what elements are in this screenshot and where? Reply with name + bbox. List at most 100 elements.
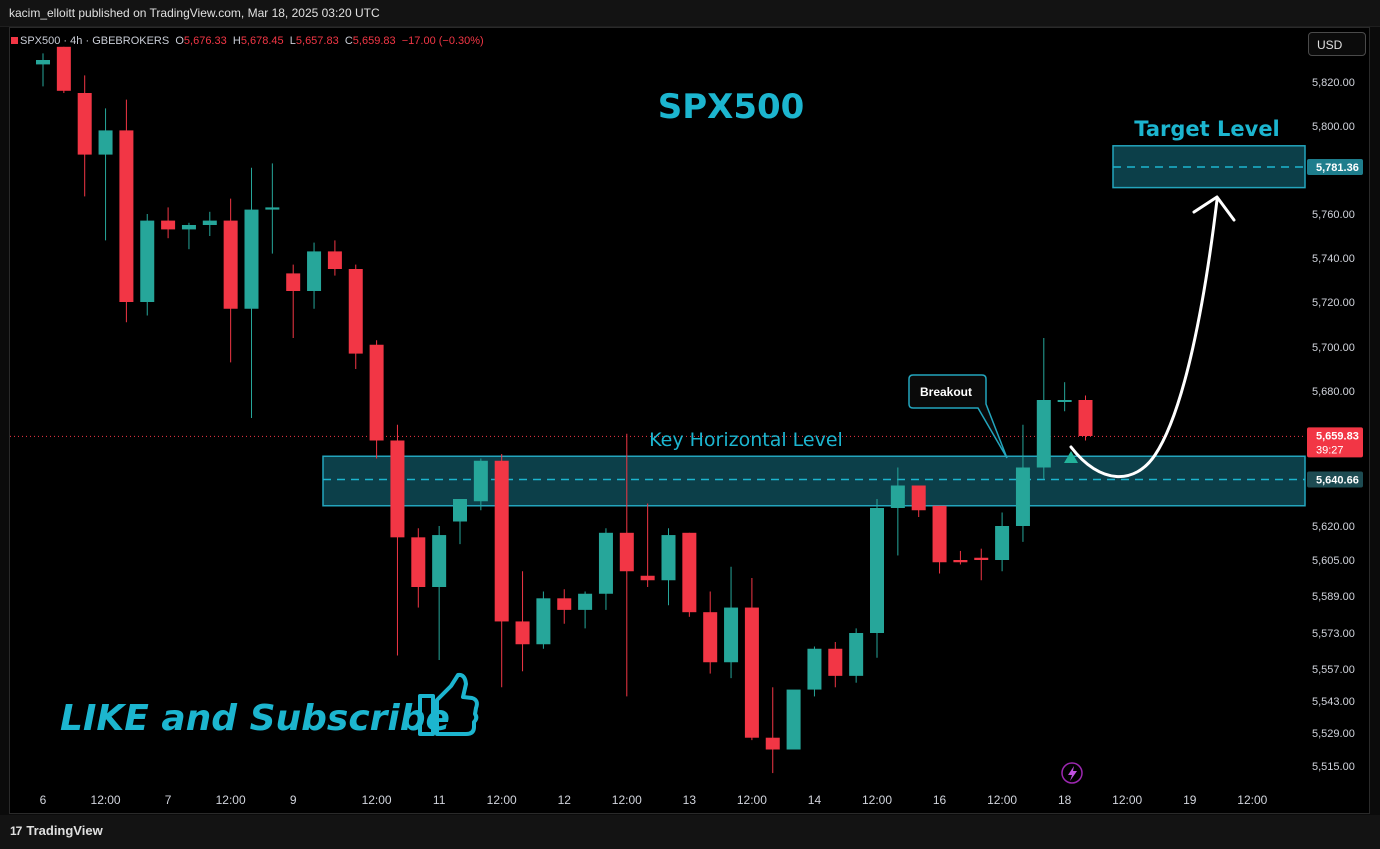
candle[interactable] [995,512,1010,572]
candle[interactable] [202,211,217,236]
brand-label: TradingView [26,823,103,838]
candle[interactable] [56,46,71,93]
candle[interactable] [786,689,801,750]
candle[interactable] [598,528,613,610]
candle[interactable] [140,214,155,316]
countdown-value: 39:27 [1316,444,1344,456]
candle[interactable] [765,687,780,774]
x-tick-label: 12:00 [487,793,517,807]
candle[interactable] [640,503,655,588]
candle-body [202,220,217,225]
y-tick-label: 5,700.00 [1312,342,1355,354]
candle[interactable] [432,526,447,660]
tradingview-brand[interactable]: 17 TradingView [10,823,103,838]
candle[interactable] [703,591,718,674]
candle[interactable] [1036,338,1051,479]
y-tick-label: 5,529.00 [1312,728,1355,740]
thumbs-up-icon[interactable] [418,672,479,736]
candle-body [411,537,426,587]
x-tick-label: 19 [1183,793,1197,807]
candle[interactable] [807,646,822,697]
candle-body [119,130,134,302]
candle[interactable] [724,566,739,679]
candle[interactable] [890,467,905,556]
candle[interactable] [1057,382,1072,412]
candle-body [161,220,176,230]
candle[interactable] [661,528,676,606]
candle-body [473,460,488,502]
lightning-icon[interactable] [1061,762,1083,784]
candle-body [1057,400,1072,402]
candle[interactable] [473,458,488,511]
legend-o-label: O [175,35,184,47]
candle[interactable] [307,242,322,309]
candle[interactable] [828,642,843,688]
candle[interactable] [1015,424,1030,542]
candle[interactable] [411,528,426,608]
candle-body [244,209,259,309]
candle[interactable] [849,628,864,683]
candle[interactable] [77,75,92,197]
candle-body [390,440,405,538]
candle[interactable] [119,99,134,323]
x-tick-label: 12:00 [91,793,121,807]
candle[interactable] [953,550,968,565]
x-tick-label: 12:00 [216,793,246,807]
tradingview-logo-icon: 17 [10,823,22,838]
candle[interactable] [265,163,280,254]
candle[interactable] [161,207,176,239]
x-tick-label: 6 [40,793,47,807]
candle[interactable] [36,53,50,87]
x-tick-label: 13 [683,793,697,807]
candle[interactable] [327,240,342,276]
candle[interactable] [974,548,989,581]
y-tick-label: 5,557.00 [1312,664,1355,676]
key-level-zone[interactable] [322,455,1306,507]
x-tick-label: 16 [933,793,947,807]
x-tick-label: 18 [1058,793,1072,807]
candle[interactable] [932,505,947,574]
publish-header: kacim_elloitt published on TradingView.c… [0,0,1380,27]
legend-l-label: L [289,35,296,47]
candle[interactable] [744,578,759,741]
candle[interactable] [244,167,259,418]
candle[interactable] [286,264,301,338]
annotations-layer: SPX500 Target Level Key Horizontal Level Br… [60,87,1280,784]
candle[interactable] [1078,395,1093,441]
candle[interactable] [870,499,884,658]
candle-body [181,225,196,230]
candle[interactable] [494,454,509,688]
candle-body [661,535,676,581]
candle[interactable] [682,532,697,617]
svg-text:5,640.66: 5,640.66 [1316,475,1359,487]
candle[interactable] [557,589,572,624]
candle[interactable] [453,499,467,545]
legend-symbol: SPX500 [20,35,61,47]
candle[interactable] [619,433,634,697]
candle[interactable] [390,424,405,656]
y-tick-label: 5,573.00 [1312,628,1355,640]
y-tick-label: 5,620.00 [1312,521,1355,533]
candle-body [453,499,467,522]
candle-body [870,508,884,633]
breakout-callout[interactable]: Breakout [908,374,1008,459]
candle-body [640,575,655,581]
candle[interactable] [911,485,926,518]
candle[interactable] [181,222,196,250]
x-tick-label: 12:00 [362,793,392,807]
x-tick-label: 12:00 [987,793,1017,807]
candle[interactable] [536,591,551,649]
candle[interactable] [578,591,593,629]
candle-body [56,46,71,91]
candle-body [932,505,947,563]
symbol-legend[interactable]: SPX500 · 4h · GBEBROKERS O5,676.33 H5,67… [11,35,484,47]
candle[interactable] [98,108,113,241]
currency-button[interactable]: USD [1308,32,1366,56]
candle[interactable] [223,198,238,363]
candle[interactable] [348,264,363,369]
candle[interactable] [515,571,530,672]
candle[interactable] [369,340,384,459]
candle-body [557,598,572,610]
candle-body [995,526,1010,560]
